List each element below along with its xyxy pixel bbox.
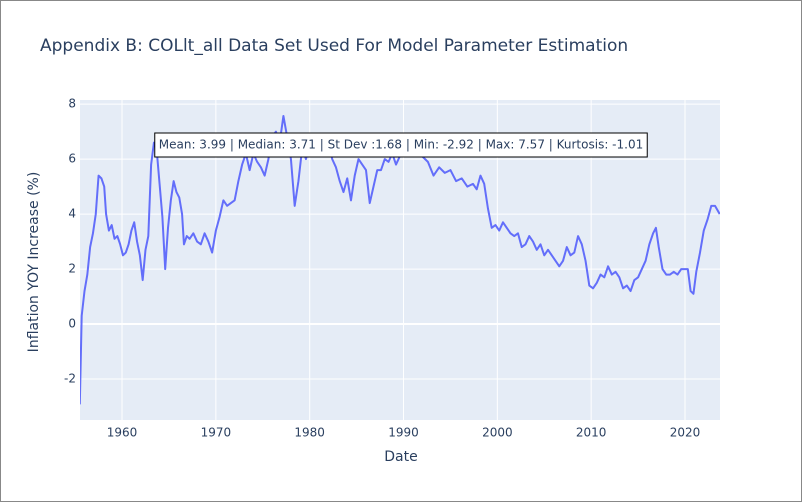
x-tick-label: 1980 bbox=[294, 426, 325, 440]
annotation-group: Mean: 3.99 | Median: 3.71 | St Dev :1.68… bbox=[154, 132, 648, 158]
x-tick-label: 1960 bbox=[107, 426, 138, 440]
x-axis-title: Date bbox=[384, 449, 417, 465]
y-tick-label: 2 bbox=[68, 262, 76, 276]
y-tick-label: 6 bbox=[68, 152, 76, 166]
y-tick-label: 4 bbox=[68, 207, 76, 221]
x-tick-label: 2010 bbox=[576, 426, 607, 440]
x-tick-label: 1970 bbox=[201, 426, 232, 440]
y-tick-label: -2 bbox=[64, 372, 76, 386]
y-axis-title: Inflation YOY Increase (%) bbox=[26, 172, 42, 353]
x-tick-label: 1990 bbox=[388, 426, 419, 440]
marks bbox=[80, 114, 720, 405]
annotation: Mean: 3.99 | Median: 3.71 | St Dev :1.68… bbox=[159, 138, 643, 152]
x-tick-label: 2020 bbox=[670, 426, 701, 440]
chart-title: Appendix B: COLlt_all Data Set Used For … bbox=[40, 36, 628, 56]
annotation-box bbox=[154, 132, 648, 158]
line-series bbox=[80, 114, 720, 405]
y-tick-label: 0 bbox=[68, 317, 76, 331]
y-tick-label: 8 bbox=[68, 97, 76, 111]
x-tick-label: 2000 bbox=[482, 426, 513, 440]
